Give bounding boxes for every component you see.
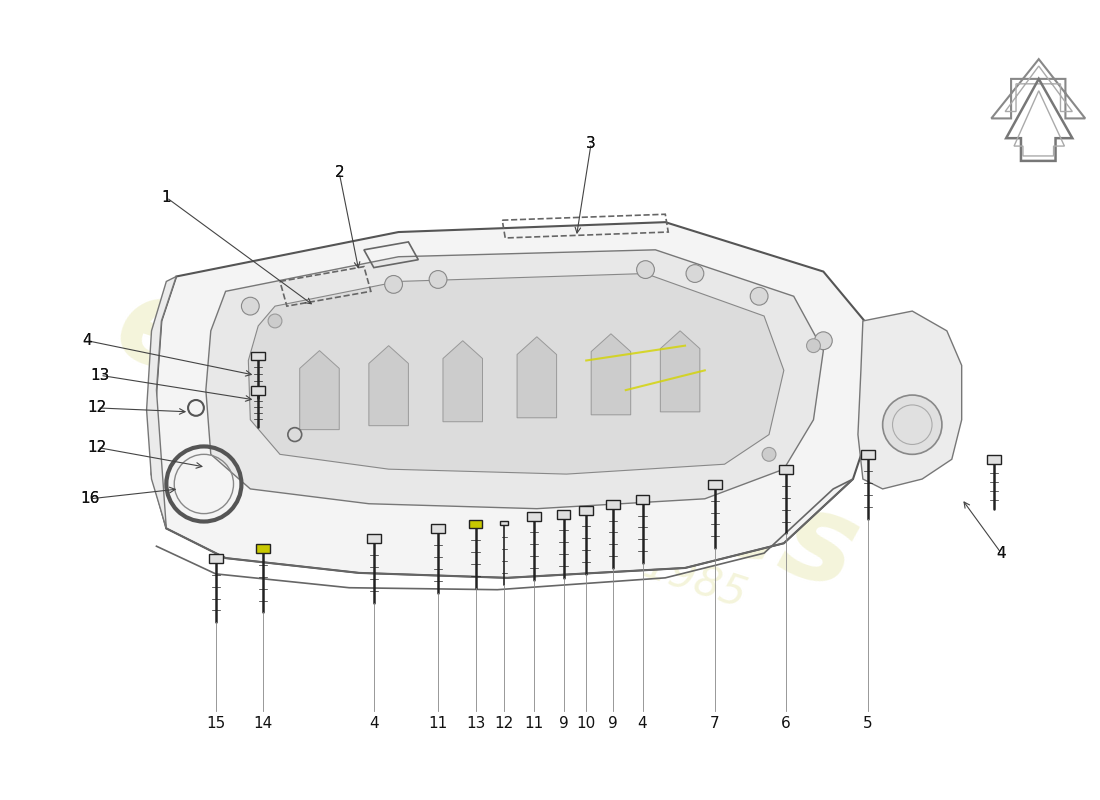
Polygon shape [249,274,784,474]
Circle shape [686,265,704,282]
Circle shape [806,338,821,353]
Text: 16: 16 [80,491,100,506]
Text: 12: 12 [495,716,514,731]
Text: 3: 3 [586,136,596,150]
Text: 2: 2 [334,166,344,180]
Text: 11: 11 [525,716,543,731]
Text: 10: 10 [576,716,596,731]
Circle shape [268,314,282,328]
Polygon shape [209,554,222,563]
Polygon shape [779,466,793,474]
Text: 13: 13 [90,368,110,382]
Polygon shape [591,334,630,415]
Text: 13: 13 [90,368,110,382]
Text: 15: 15 [206,716,225,731]
Circle shape [762,447,776,462]
Text: 12: 12 [88,440,107,455]
Text: 16: 16 [80,491,100,506]
Polygon shape [431,525,446,534]
Polygon shape [707,480,722,489]
Polygon shape [443,341,483,422]
Text: 9: 9 [559,716,569,731]
Polygon shape [858,311,961,489]
Polygon shape [368,346,408,426]
Polygon shape [861,450,875,459]
Circle shape [429,270,447,288]
Polygon shape [606,500,619,509]
Text: 4: 4 [82,334,92,348]
Text: 11: 11 [428,716,448,731]
Polygon shape [206,250,824,509]
Text: 4: 4 [82,334,92,348]
Text: 13: 13 [466,716,485,731]
Polygon shape [660,331,700,412]
Polygon shape [256,544,271,553]
Text: 4: 4 [997,546,1006,561]
Text: 7: 7 [710,716,719,731]
Polygon shape [580,506,593,514]
Polygon shape [469,519,483,529]
Polygon shape [299,350,339,430]
Text: 12: 12 [88,401,107,415]
Circle shape [385,275,403,294]
Polygon shape [517,337,557,418]
Polygon shape [251,386,265,395]
Text: 4: 4 [638,716,648,731]
Text: 4: 4 [997,546,1006,561]
Text: a passion since 1985: a passion since 1985 [322,441,751,616]
Polygon shape [251,351,265,361]
Polygon shape [636,495,649,504]
Polygon shape [367,534,381,543]
Text: 6: 6 [781,716,791,731]
Polygon shape [152,222,872,578]
Text: 3: 3 [586,136,596,150]
Text: 12: 12 [88,401,107,415]
Circle shape [750,287,768,305]
Circle shape [241,298,260,315]
Text: 4: 4 [368,716,378,731]
Text: 9: 9 [608,716,618,731]
Polygon shape [146,277,176,529]
Text: 5: 5 [864,716,872,731]
Text: 2: 2 [334,166,344,180]
Circle shape [637,261,654,278]
Circle shape [882,395,942,454]
Polygon shape [988,455,1001,464]
Text: 1: 1 [162,190,172,205]
Polygon shape [557,510,571,518]
Text: eurospares: eurospares [102,265,873,614]
Text: 1: 1 [162,190,172,205]
Polygon shape [527,512,541,521]
Polygon shape [500,521,508,526]
Text: 14: 14 [253,716,273,731]
Circle shape [814,332,833,350]
Text: 12: 12 [88,440,107,455]
